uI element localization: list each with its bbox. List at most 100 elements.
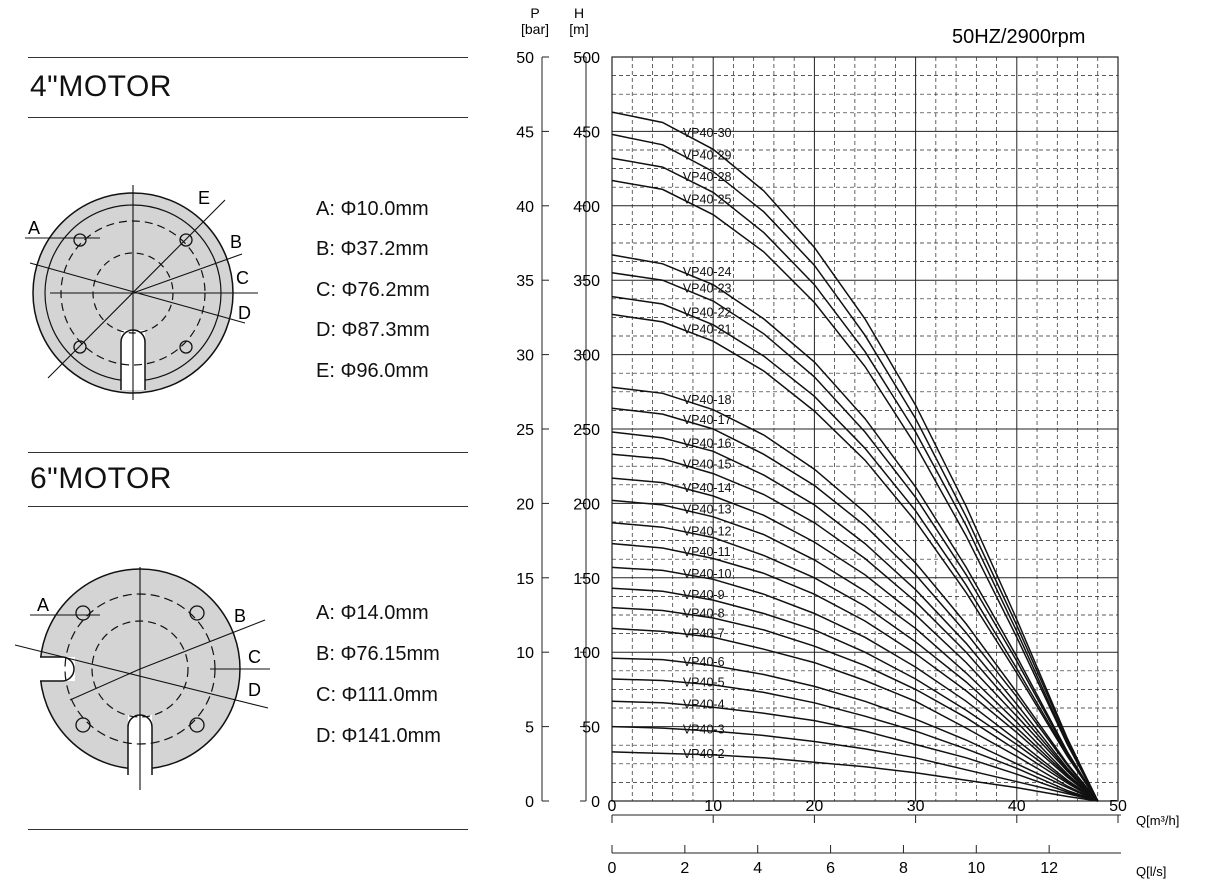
series-label: VP40-30 — [683, 126, 732, 140]
series-label: VP40-29 — [683, 149, 732, 163]
motor4-label-b: B — [230, 232, 242, 252]
series-line-vp40-21 — [611, 313, 1099, 802]
series-line-vp40-15 — [611, 453, 1099, 802]
motor4-flange-diagram: A E B C D — [25, 185, 258, 400]
series-line-vp40-3 — [611, 725, 1098, 802]
series-line-vp40-16 — [611, 431, 1099, 802]
series-label: VP40-17 — [683, 413, 732, 427]
series-label: VP40-21 — [683, 323, 732, 337]
h-axis-label: H — [574, 5, 584, 21]
x-axis-tick-label: 40 — [1008, 798, 1026, 815]
series-label: VP40-23 — [683, 282, 732, 296]
chart-curves — [611, 111, 1099, 802]
x2-axis-tick-label: 4 — [753, 860, 762, 877]
series-label: VP40-13 — [683, 503, 732, 517]
series-line-vp40-7 — [611, 627, 1099, 802]
h-axis-tick-label: 0 — [591, 794, 600, 811]
series-line-vp40-24 — [611, 254, 1099, 802]
series-label: VP40-6 — [683, 655, 725, 669]
divider-top — [28, 57, 468, 58]
h-axis-tick-label: 400 — [573, 199, 600, 216]
h-axis-tick-label: 100 — [573, 645, 600, 662]
h-axis-tick-label: 300 — [573, 348, 600, 365]
motor6-spec-a: A: Φ14.0mm — [316, 602, 429, 624]
motor6-spec-b: B: Φ76.15mm — [316, 643, 440, 665]
chart-series-labels: VP40-30 VP40-29 VP40-28 VP40-25 VP40-24 VP40-… — [683, 126, 732, 761]
p-axis-tick-label: 20 — [516, 496, 534, 513]
x-axis-label: Q[m³/h] — [1136, 813, 1179, 828]
motor4-spec-b: B: Φ37.2mm — [316, 238, 429, 260]
h-axis-tick-label: 150 — [573, 571, 600, 588]
h-axis-tick-label: 50 — [582, 720, 600, 737]
x-axis-tick-label: 10 — [704, 798, 722, 815]
motor4-label-e: E — [198, 188, 210, 208]
p-axis-tick-label: 40 — [516, 199, 534, 216]
x2-axis-tick-label: 6 — [826, 860, 835, 877]
series-label: VP40-4 — [683, 698, 725, 712]
series-label: VP40-11 — [683, 545, 731, 559]
series-label: VP40-10 — [683, 567, 732, 581]
p-axis-tick-label: 5 — [525, 720, 534, 737]
motor6-spec-c: C: Φ111.0mm — [316, 684, 438, 706]
p-axis-label: P — [530, 5, 539, 21]
series-label: VP40-25 — [683, 193, 732, 207]
series-label: VP40-16 — [683, 436, 732, 450]
chart-axes: 0510152025303540455005010015020025030035… — [516, 50, 1127, 877]
p-axis-tick-label: 45 — [516, 124, 534, 141]
series-line-vp40-5 — [611, 678, 1099, 802]
series-line-vp40-14 — [611, 477, 1099, 802]
p-axis-tick-label: 0 — [525, 794, 534, 811]
series-label: VP40-5 — [683, 675, 725, 689]
series-line-vp40-29 — [611, 133, 1099, 802]
series-label: VP40-22 — [683, 305, 732, 319]
p-axis-tick-label: 15 — [516, 571, 534, 588]
motor4-spec-a: A: Φ10.0mm — [316, 198, 429, 220]
series-line-vp40-13 — [611, 499, 1099, 802]
divider-middle — [28, 452, 468, 453]
motor4-label-a: A — [28, 218, 40, 238]
motor6-label-b: B — [234, 606, 246, 626]
series-line-vp40-18 — [611, 386, 1099, 802]
x-axis-tick-label: 20 — [806, 798, 824, 815]
motor6-flange-diagram: A B C D — [14, 567, 270, 790]
x2-axis-label: Q[l/s] — [1136, 864, 1166, 879]
series-label: VP40-15 — [683, 458, 732, 472]
motor4-label-d: D — [238, 303, 251, 323]
series-line-vp40-17 — [611, 407, 1099, 802]
series-line-vp40-30 — [611, 111, 1099, 802]
series-line-vp40-11 — [611, 542, 1099, 802]
p-axis-tick-label: 25 — [516, 422, 534, 439]
h-axis-tick-label: 250 — [573, 422, 600, 439]
series-line-vp40-2 — [611, 751, 1098, 802]
chart-title: 50HZ/2900rpm — [952, 26, 1085, 48]
series-line-vp40-25 — [611, 179, 1099, 802]
series-line-vp40-6 — [611, 657, 1099, 802]
series-label: VP40-14 — [683, 481, 732, 495]
x2-axis-tick-label: 2 — [680, 860, 689, 877]
h-axis-tick-label: 450 — [573, 124, 600, 141]
p-axis-tick-label: 50 — [516, 50, 534, 67]
h-axis-tick-label: 200 — [573, 496, 600, 513]
divider-6in — [28, 506, 468, 507]
series-line-vp40-22 — [611, 295, 1099, 802]
series-line-vp40-23 — [611, 272, 1099, 802]
motor4-spec-c: C: Φ76.2mm — [316, 279, 430, 301]
series-label: VP40-12 — [683, 524, 732, 538]
motor6-label-d: D — [248, 680, 261, 700]
x-axis-tick-label: 30 — [907, 798, 925, 815]
h-axis-unit: [m] — [569, 21, 588, 37]
divider-4in — [28, 117, 468, 118]
p-axis-tick-label: 35 — [516, 273, 534, 290]
series-label: VP40-7 — [683, 627, 725, 641]
motor4-label-c: C — [236, 268, 249, 288]
series-label: VP40-24 — [683, 265, 732, 279]
h-axis-tick-label: 500 — [573, 50, 600, 67]
h-axis-tick-label: 350 — [573, 273, 600, 290]
x2-axis-tick-label: 10 — [967, 860, 985, 877]
series-line-vp40-9 — [611, 587, 1099, 802]
motor6-title: 6"MOTOR — [30, 462, 172, 495]
series-line-vp40-10 — [611, 566, 1099, 802]
motor4-title: 4"MOTOR — [30, 70, 172, 103]
p-axis-tick-label: 10 — [516, 645, 534, 662]
motor6-label-c: C — [248, 647, 261, 667]
